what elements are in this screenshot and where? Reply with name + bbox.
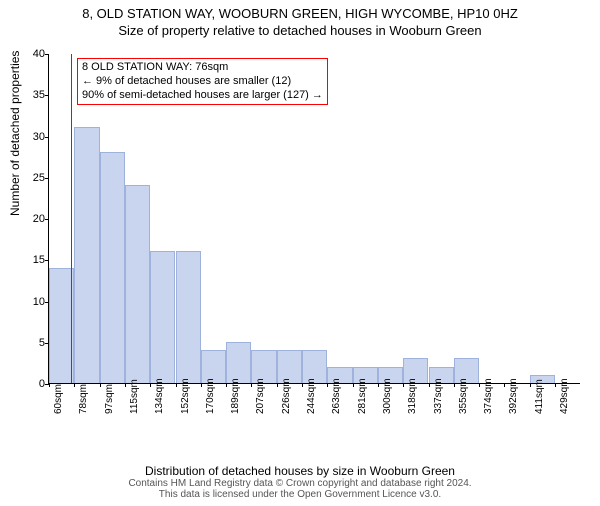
y-tick-mark <box>45 137 49 138</box>
x-tick-label: 337sqm <box>433 378 444 414</box>
y-tick-mark <box>45 54 49 55</box>
histogram-bar <box>150 251 175 383</box>
x-tick-mark <box>555 383 556 387</box>
histogram-bar <box>125 185 150 383</box>
y-tick-mark <box>45 219 49 220</box>
y-tick-mark <box>45 260 49 261</box>
x-tick-mark <box>201 383 202 387</box>
x-tick-mark <box>226 383 227 387</box>
x-tick-mark <box>74 383 75 387</box>
x-tick-mark <box>403 383 404 387</box>
x-tick-mark <box>353 383 354 387</box>
x-tick-label: 207sqm <box>255 378 266 414</box>
x-tick-label: 189sqm <box>230 378 241 414</box>
x-tick-mark <box>454 383 455 387</box>
x-tick-label: 244sqm <box>306 378 317 414</box>
x-tick-mark <box>378 383 379 387</box>
title-sub: Size of property relative to detached ho… <box>0 23 600 38</box>
histogram-bar <box>176 251 201 383</box>
chart-area: 051015202530354060sqm78sqm97sqm115sqm134… <box>48 54 580 424</box>
histogram-bar <box>74 127 99 383</box>
x-tick-label: 115sqm <box>129 379 140 414</box>
x-tick-label: 318sqm <box>407 378 418 414</box>
x-tick-label: 152sqm <box>180 378 191 414</box>
x-tick-mark <box>530 383 531 387</box>
x-tick-mark <box>251 383 252 387</box>
histogram-bar <box>226 342 251 383</box>
x-tick-label: 263sqm <box>331 378 342 414</box>
x-tick-label: 300sqm <box>382 378 393 414</box>
x-tick-mark <box>302 383 303 387</box>
y-tick-label: 20 <box>19 213 45 225</box>
x-tick-mark <box>176 383 177 387</box>
info-line: 90% of semi-detached houses are larger (… <box>82 89 323 103</box>
x-tick-label: 281sqm <box>357 378 368 414</box>
info-line: ← 9% of detached houses are smaller (12) <box>82 75 323 89</box>
x-tick-label: 411sqm <box>534 379 545 414</box>
x-tick-mark <box>479 383 480 387</box>
y-tick-label: 35 <box>19 89 45 101</box>
y-tick-label: 15 <box>19 254 45 266</box>
x-tick-label: 392sqm <box>508 378 519 414</box>
property-info-box: 8 OLD STATION WAY: 76sqm← 9% of detached… <box>77 58 328 105</box>
x-tick-label: 78sqm <box>78 384 89 414</box>
x-tick-mark <box>49 383 50 387</box>
x-tick-label: 226sqm <box>281 378 292 414</box>
x-tick-label: 429sqm <box>559 378 570 414</box>
x-tick-label: 60sqm <box>53 384 64 414</box>
plot-region: 051015202530354060sqm78sqm97sqm115sqm134… <box>48 54 580 384</box>
x-tick-label: 97sqm <box>104 384 115 414</box>
y-tick-label: 10 <box>19 296 45 308</box>
y-tick-mark <box>45 178 49 179</box>
title-main: 8, OLD STATION WAY, WOOBURN GREEN, HIGH … <box>0 6 600 21</box>
x-tick-mark <box>504 383 505 387</box>
footer-line-1: Contains HM Land Registry data © Crown c… <box>0 478 600 489</box>
x-tick-mark <box>150 383 151 387</box>
y-tick-label: 40 <box>19 48 45 60</box>
x-tick-label: 170sqm <box>205 378 216 414</box>
x-axis-title: Distribution of detached houses by size … <box>0 464 600 478</box>
x-tick-mark <box>125 383 126 387</box>
info-line: 8 OLD STATION WAY: 76sqm <box>82 61 323 75</box>
footer-attribution: Contains HM Land Registry data © Crown c… <box>0 478 600 500</box>
y-tick-label: 25 <box>19 172 45 184</box>
x-tick-mark <box>100 383 101 387</box>
property-marker-line <box>71 54 72 383</box>
y-tick-mark <box>45 95 49 96</box>
x-tick-label: 355sqm <box>458 378 469 414</box>
y-tick-label: 5 <box>19 337 45 349</box>
x-tick-label: 374sqm <box>483 378 494 414</box>
histogram-bar <box>100 152 125 383</box>
x-tick-mark <box>327 383 328 387</box>
x-tick-mark <box>429 383 430 387</box>
y-tick-label: 0 <box>19 378 45 390</box>
x-tick-label: 134sqm <box>154 378 165 414</box>
y-tick-label: 30 <box>19 131 45 143</box>
footer-line-2: This data is licensed under the Open Gov… <box>0 489 600 500</box>
x-tick-mark <box>277 383 278 387</box>
